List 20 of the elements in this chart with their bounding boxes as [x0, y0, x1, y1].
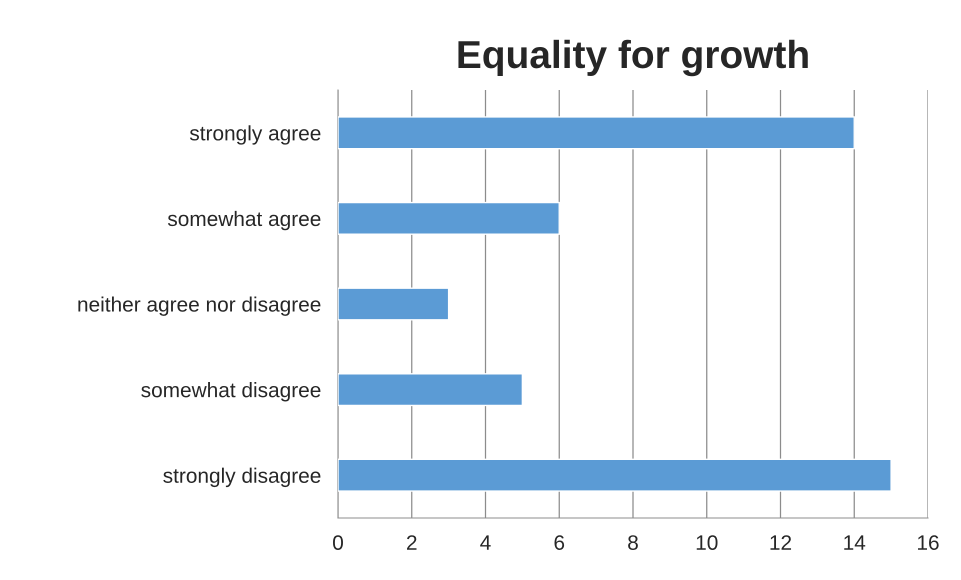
- x-tick-label: 6: [554, 535, 564, 550]
- y-tick-label: neither agree nor disagree: [78, 296, 320, 316]
- bar: [338, 287, 450, 321]
- y-tick-label: somewhat agree: [168, 210, 320, 230]
- y-tick-label: strongly disagree: [163, 468, 320, 488]
- x-tick-label: 4: [480, 535, 491, 550]
- x-tick-label: 16: [918, 535, 939, 550]
- y-tick-label: strongly agree: [190, 125, 320, 145]
- x-tick-label: 10: [696, 535, 718, 550]
- x-tick-label: 2: [407, 535, 416, 550]
- y-tick-label: somewhat disagree: [141, 382, 320, 402]
- bar: [338, 202, 560, 235]
- x-tick-label: 0: [333, 535, 343, 550]
- bar: [338, 116, 855, 150]
- chart-title: Equality for growth: [458, 40, 808, 76]
- bar: [338, 373, 524, 406]
- bar: [338, 458, 892, 492]
- x-tick-label: 14: [844, 535, 866, 550]
- x-tick-label: 12: [770, 535, 792, 550]
- x-tick-label: 8: [628, 535, 638, 550]
